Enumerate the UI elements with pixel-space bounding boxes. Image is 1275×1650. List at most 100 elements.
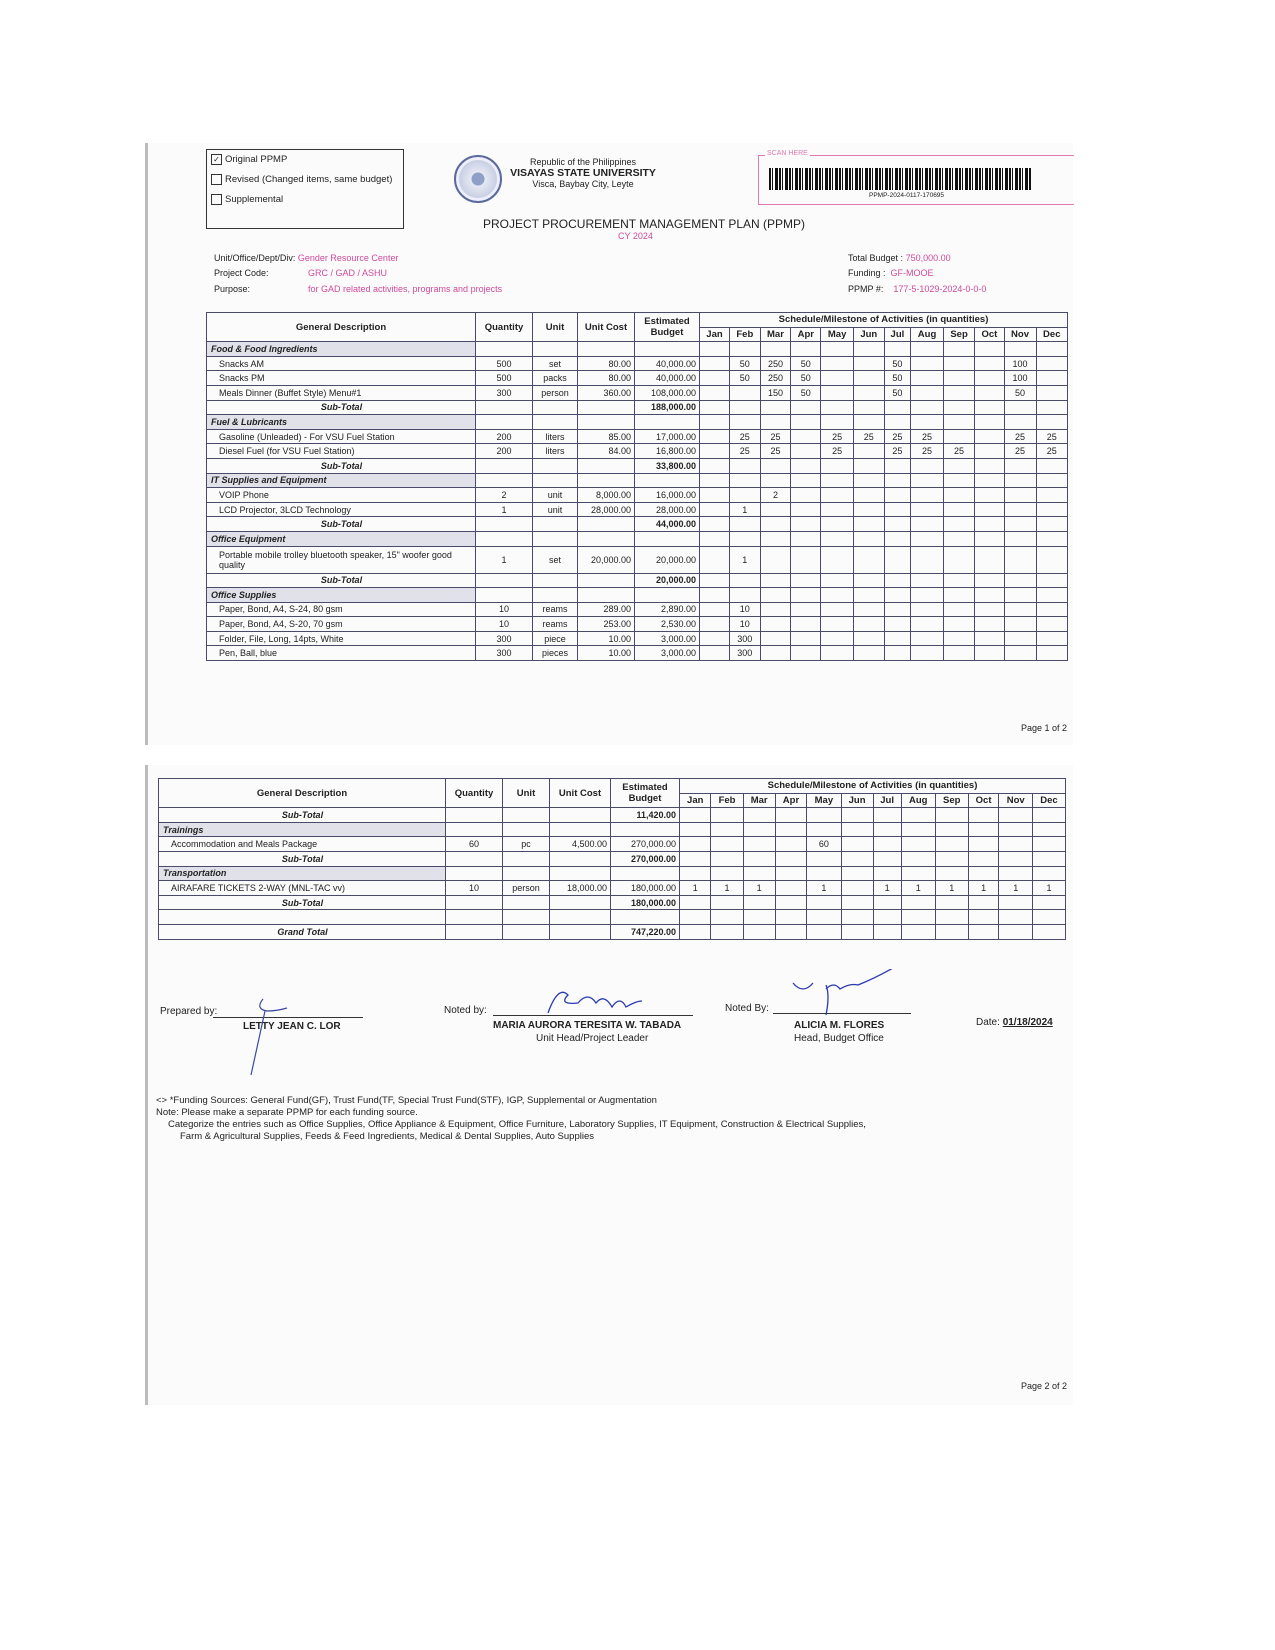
month-cell <box>710 836 744 852</box>
month-cell <box>872 850 902 867</box>
month-cell <box>852 501 885 518</box>
column-header-month: Dec <box>1032 792 1066 809</box>
unit-cost-cell: 4,500.00 <box>549 836 611 852</box>
month-cell <box>942 645 976 662</box>
month-cell: 50 <box>790 355 822 372</box>
month-cell <box>759 630 792 647</box>
month-cell <box>774 807 808 823</box>
month-cell <box>1035 501 1069 518</box>
month-cell: 1 <box>728 545 761 574</box>
unit-cell <box>532 341 578 357</box>
month-cell <box>1035 630 1069 647</box>
month-cell <box>942 487 976 503</box>
month-cell <box>820 545 854 574</box>
month-cell <box>699 545 730 574</box>
description-cell: Trainings <box>158 821 446 838</box>
estimated-budget-cell <box>634 472 700 489</box>
month-cell <box>910 616 944 632</box>
month-cell <box>852 472 885 489</box>
month-cell <box>820 516 854 532</box>
checkbox-original[interactable]: ✓ Original PPMP <box>211 154 399 165</box>
month-cell <box>974 587 1005 603</box>
unit-cost-cell: 20,000.00 <box>577 545 635 574</box>
month-cell <box>883 472 912 489</box>
column-header-month: Mar <box>759 326 792 343</box>
month-cell: 50 <box>790 370 822 386</box>
month-cell <box>974 399 1005 416</box>
month-cell <box>1032 894 1066 911</box>
unit-cost-cell: 85.00 <box>577 428 635 445</box>
unit-cell <box>502 865 550 882</box>
checkbox-icon[interactable]: ✓ <box>211 154 222 165</box>
month-cell: 1 <box>872 880 902 896</box>
month-cell: 300 <box>728 645 761 662</box>
unit-cell <box>532 399 578 416</box>
signature-line <box>773 1013 911 1014</box>
table-row: Snacks PM 500 packs 80.00 40,000.00 50 250 50 50… <box>206 370 1069 386</box>
estimated-budget-cell: 180,000.00 <box>610 880 680 896</box>
checkbox-revised[interactable]: Revised (Changed items, same budget) <box>211 174 399 185</box>
estimated-budget-cell: 270,000.00 <box>610 836 680 852</box>
month-cell: 10 <box>728 601 761 618</box>
month-cell <box>872 865 902 882</box>
estimated-budget-cell: 108,000.00 <box>634 384 700 401</box>
month-cell <box>820 370 854 386</box>
estimated-budget-cell <box>610 865 680 882</box>
estimated-budget-cell <box>634 587 700 603</box>
estimated-budget-cell <box>610 821 680 838</box>
column-header-cost: Unit Cost <box>549 777 611 809</box>
month-cell <box>710 923 744 940</box>
month-cell <box>934 923 969 940</box>
month-cell <box>820 384 854 401</box>
subtotal-row: Sub-Total 33,800.00 <box>206 457 1069 474</box>
column-header-budget: Estimated Budget <box>610 777 680 809</box>
month-cell <box>900 894 936 911</box>
month-cell <box>699 516 730 532</box>
month-cell <box>1003 399 1037 416</box>
category-row: Fuel & Lubricants <box>206 414 1069 430</box>
table-row: Snacks AM 500 set 80.00 40,000.00 50 250 50 50 10… <box>206 355 1069 372</box>
month-cell <box>742 836 776 852</box>
month-cell <box>790 587 822 603</box>
description-cell: Office Equipment <box>206 530 476 547</box>
column-header-month: Aug <box>900 792 936 809</box>
estimated-budget-cell: 40,000.00 <box>634 370 700 386</box>
table-row <box>158 909 1066 925</box>
month-cell <box>910 414 944 430</box>
unit-cell <box>532 516 578 532</box>
checkbox-icon[interactable] <box>211 194 222 205</box>
description-cell <box>158 909 446 925</box>
calendar-year: CY 2024 <box>618 231 653 241</box>
unit-cell <box>502 807 550 823</box>
table-row: Meals Dinner (Buffet Style) Menu#1 300 per… <box>206 384 1069 401</box>
month-cell <box>678 821 712 838</box>
month-cell: 25 <box>759 443 792 459</box>
month-cell <box>852 414 885 430</box>
month-cell <box>806 909 842 925</box>
month-cell <box>974 572 1005 589</box>
estimated-budget-cell: 44,000.00 <box>634 516 700 532</box>
month-cell <box>759 616 792 632</box>
month-cell <box>1035 516 1069 532</box>
description-cell: Snacks AM <box>206 355 476 372</box>
column-header-schedule: Schedule/Milestone of Activities (in qua… <box>679 778 1066 794</box>
quantity-cell: 10 <box>445 880 503 896</box>
month-cell <box>806 923 842 940</box>
month-cell <box>998 821 1034 838</box>
month-cell <box>840 880 874 896</box>
quantity-cell <box>475 572 533 589</box>
month-cell <box>967 850 1000 867</box>
month-cell <box>699 472 730 489</box>
checkbox-supplemental[interactable]: Supplemental <box>211 194 399 205</box>
month-cell <box>900 836 936 852</box>
month-cell <box>806 865 842 882</box>
month-cell <box>1003 487 1037 503</box>
month-cell <box>942 616 976 632</box>
month-cell <box>900 865 936 882</box>
month-cell <box>910 645 944 662</box>
month-cell <box>820 630 854 647</box>
checkbox-icon[interactable] <box>211 174 222 185</box>
table-row: Gasoline (Unleaded) - For VSU Fuel Stati… <box>206 428 1069 445</box>
month-cell <box>790 457 822 474</box>
